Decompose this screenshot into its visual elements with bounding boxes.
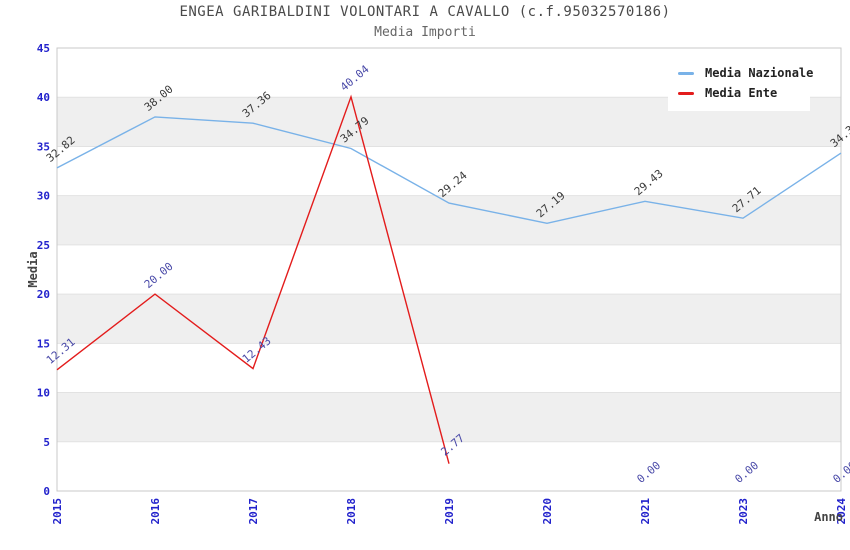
x-axis-tick: 2020	[541, 498, 554, 525]
y-axis-tick: 25	[37, 239, 50, 252]
legend-item-media-nazionale: Media Nazionale	[678, 64, 814, 82]
point-label-1: 20.00	[142, 260, 176, 291]
point-label-1: 0.00	[830, 459, 850, 486]
series-line-1	[56, 94, 450, 464]
plot-border	[56, 47, 842, 492]
y-axis-tick: 20	[37, 288, 50, 301]
x-axis-tick: 2021	[639, 498, 652, 525]
y-axis-tick: 35	[37, 140, 50, 153]
legend-label-nazionale: Media Nazionale	[705, 66, 814, 80]
y-axis-tick: 40	[37, 91, 50, 104]
legend-item-media-ente: Media Ente	[678, 84, 810, 102]
point-label-1: 0.00	[634, 459, 663, 486]
point-label-1: 0.00	[732, 459, 761, 486]
y-axis-tick: 30	[37, 190, 50, 203]
y-axis-title: Media	[26, 251, 40, 287]
legend-label-ente: Media Ente	[705, 86, 778, 100]
x-axis-tick: 2024	[835, 498, 848, 525]
x-axis-tick: 2019	[443, 498, 456, 525]
grid-band	[57, 294, 841, 344]
x-axis-tick: 2015	[51, 498, 64, 525]
x-axis-tick: 2023	[737, 498, 750, 525]
chart-title: ENGEA GARIBALDINI VOLONTARI A CAVALLO (c…	[179, 4, 671, 20]
legend-swatch-ente-icon	[678, 91, 694, 95]
grid-band	[57, 195, 841, 245]
y-axis-tick: 5	[43, 436, 50, 449]
y-axis-tick: 15	[37, 337, 50, 350]
chart-subtitle: Media Importi	[374, 25, 476, 40]
grid-band	[57, 392, 841, 442]
x-axis-tick: 2017	[247, 498, 260, 525]
legend-swatch-nazionale-icon	[678, 71, 694, 75]
series-line-0	[56, 116, 842, 225]
x-axis-title: Anno	[814, 510, 843, 524]
point-label-0: 29.43	[632, 167, 666, 198]
legend: Media Nazionale Media Ente	[668, 55, 814, 111]
y-axis-tick: 10	[37, 387, 50, 400]
x-axis-tick: 2016	[149, 498, 162, 525]
x-axis-tick: 2018	[345, 498, 358, 525]
point-label-1: 40.04	[338, 62, 372, 93]
y-axis-tick: 0	[43, 485, 50, 498]
y-axis-tick: 45	[37, 42, 50, 55]
